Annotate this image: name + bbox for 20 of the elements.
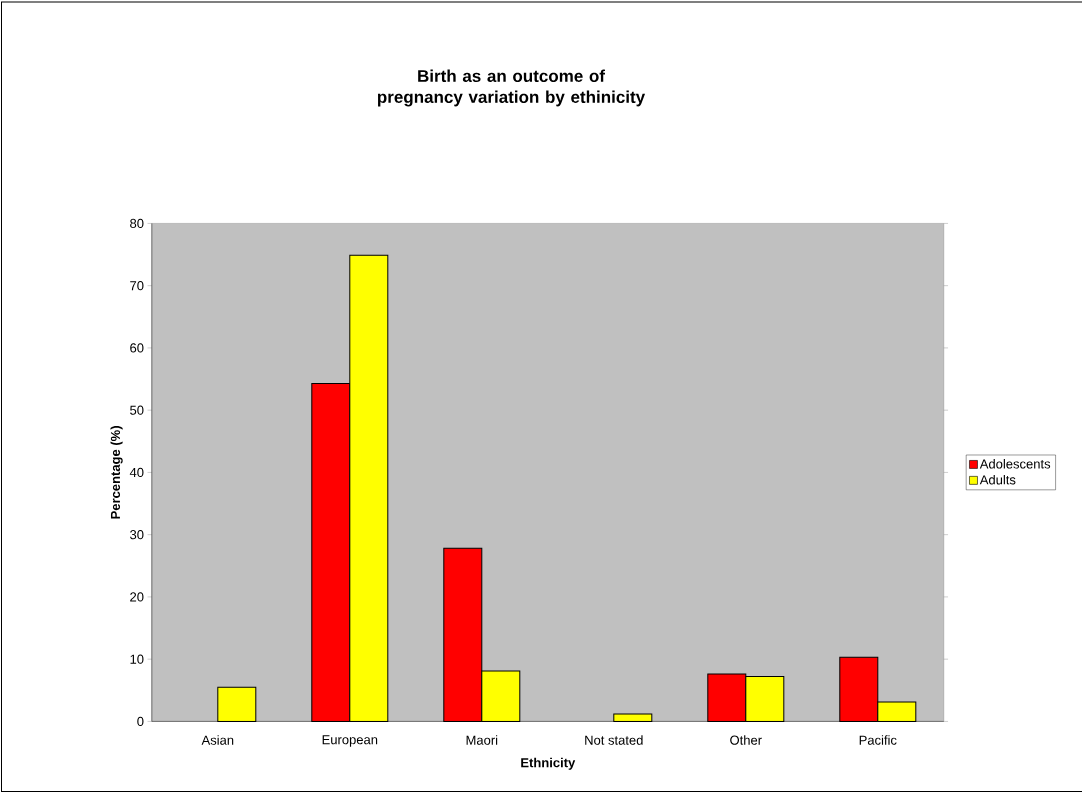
y-tick-label: 40 bbox=[129, 467, 144, 478]
y-tick-label: 50 bbox=[130, 405, 144, 415]
x-tick-label: Asian bbox=[201, 735, 234, 745]
y-tick-label: 70 bbox=[130, 281, 144, 291]
y-tick-label: 0 bbox=[137, 716, 144, 727]
x-tick-label: Other bbox=[730, 735, 762, 745]
x-tick-label: Maori bbox=[466, 735, 498, 745]
legend-label: Adults bbox=[979, 474, 1016, 485]
y-tick-label: 30 bbox=[130, 530, 144, 540]
y-axis-title: Percentage (%) bbox=[110, 426, 123, 519]
x-axis-title: Ethnicity bbox=[521, 757, 576, 770]
y-tick-label: 10 bbox=[130, 654, 144, 664]
y-tick-label: 60 bbox=[130, 343, 144, 353]
x-tick-label: European bbox=[322, 735, 378, 747]
y-tick-label: 80 bbox=[130, 218, 144, 229]
x-tick-label: Pacific bbox=[859, 735, 897, 745]
x-tick-label: Not stated bbox=[585, 735, 643, 745]
y-tick-label: 20 bbox=[130, 592, 144, 602]
legend-label: Adolescents bbox=[979, 458, 1051, 469]
chart-title: Birth as an outcome of pregnancy variation by ethinicity bbox=[377, 69, 646, 107]
